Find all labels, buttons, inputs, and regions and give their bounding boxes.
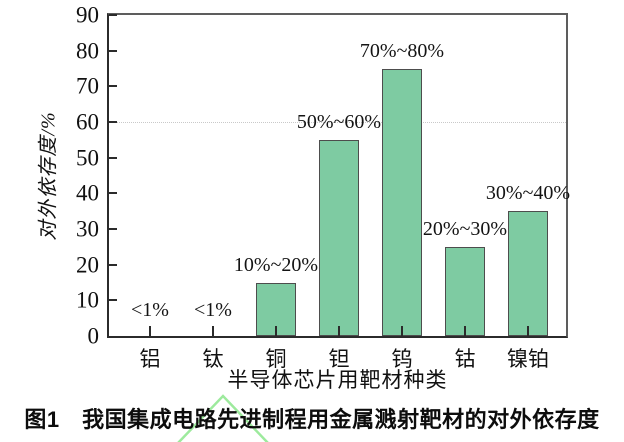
x-tick-mark-1 (149, 326, 151, 336)
bar-7 (508, 211, 548, 336)
x-tick-label-5: 钨 (391, 347, 413, 371)
y-tick-mark-40 (109, 192, 117, 195)
x-tick-label-6: 钴 (454, 347, 476, 371)
y-tick-mark-70 (109, 85, 117, 88)
x-tick-label-7: 镍铂 (507, 347, 549, 371)
y-tick-label-80: 80 (76, 38, 99, 64)
bar-value-label-1: <1% (131, 299, 169, 321)
plot-area: <1% <1% 10%~20% 50%~60% 70%~80% 20%~30% 30%~40… (107, 13, 571, 338)
x-tick-mark-5 (401, 326, 403, 336)
bar-value-label-5: 70%~80% (359, 39, 445, 62)
bar-value-label-4: 50%~60% (296, 110, 382, 133)
x-tick-mark-3 (275, 326, 277, 336)
x-axis-title: 半导体芯片用靶材种类 (227, 368, 448, 392)
x-tick-label-2: 钛 (202, 347, 224, 371)
y-tick-mark-30 (109, 228, 117, 230)
y-tick-label-50: 50 (76, 145, 99, 171)
y-tick-label-20: 20 (76, 252, 99, 278)
bar-4 (319, 139, 359, 336)
bar-6 (445, 246, 485, 336)
bar-value-label-3: 10%~20% (233, 253, 319, 276)
y-tick-mark-80 (109, 49, 117, 52)
figure-caption: 图1 我国集成电路先进制程用金属溅射靶材的对外依存度 (24, 407, 600, 432)
y-tick-mark-20 (109, 263, 117, 266)
x-tick-label-3: 铜 (265, 347, 287, 371)
x-tick-mark-4 (338, 326, 340, 336)
y-tick-label-10: 10 (76, 287, 99, 313)
bar-value-label-2: <1% (194, 299, 232, 321)
bar-value-label-7: 30%~40% (485, 182, 571, 205)
x-tick-label-4: 钽 (328, 347, 350, 371)
x-tick-label-1: 铝 (139, 347, 161, 371)
y-tick-label-70: 70 (76, 73, 99, 99)
bar-value-label-6: 20%~30% (422, 217, 508, 240)
y-tick-mark-60 (109, 121, 117, 123)
y-tick-label-60: 60 (76, 109, 99, 135)
y-tick-mark-90 (109, 14, 117, 16)
y-tick-mark-10 (109, 299, 117, 302)
y-tick-label-40: 40 (76, 180, 99, 206)
y-tick-label-0: 0 (87, 323, 100, 349)
y-tick-label-90: 90 (76, 2, 99, 28)
x-tick-mark-2 (212, 326, 214, 336)
x-tick-mark-7 (527, 326, 529, 336)
y-tick-mark-50 (109, 156, 117, 159)
y-tick-label-30: 30 (76, 216, 99, 242)
bar-5 (382, 68, 422, 336)
x-tick-mark-6 (464, 326, 466, 336)
gridline-60 (109, 122, 566, 123)
